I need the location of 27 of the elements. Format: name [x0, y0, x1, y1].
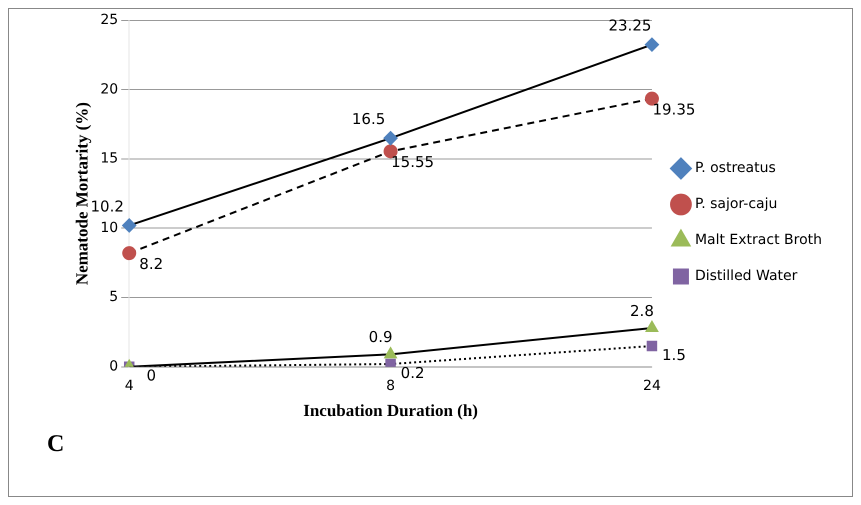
legend-label: Malt Extract Broth — [694, 232, 822, 248]
data-label: 15.55 — [391, 153, 434, 172]
x-axis-title: Incubation Duration (h) — [303, 401, 478, 420]
y-tick-label: 20 — [100, 81, 118, 98]
y-tick-label: 5 — [109, 289, 118, 306]
data-label: 19.35 — [652, 100, 696, 119]
y-tick-label: 15 — [100, 150, 118, 167]
x-tick-label: 24 — [643, 378, 661, 394]
legend-label: P. ostreatus — [694, 160, 776, 176]
data-label: 2.8 — [630, 302, 654, 320]
legend-label: Distilled Water — [694, 268, 798, 284]
x-tick-label: 8 — [386, 378, 396, 394]
x-tick-label: 4 — [124, 378, 134, 394]
y-tick-label: 25 — [100, 12, 118, 28]
legend-label: P. sajor-caju — [694, 196, 778, 212]
data-label: 0.9 — [368, 328, 393, 346]
y-tick-label: 0 — [109, 358, 118, 374]
data-label: 0.2 — [400, 364, 425, 382]
y-axis-title: Nematode Mortarity (%) — [72, 102, 92, 286]
data-label: 16.5 — [352, 110, 386, 128]
y-tick-label: 10 — [100, 220, 118, 236]
data-label: 1.5 — [662, 346, 686, 364]
data-label: 8.2 — [139, 255, 164, 274]
data-label: 10.2 — [90, 197, 124, 216]
data-label: 23.25 — [608, 16, 652, 35]
text: C — [47, 431, 64, 458]
data-label: 0 — [146, 366, 156, 385]
